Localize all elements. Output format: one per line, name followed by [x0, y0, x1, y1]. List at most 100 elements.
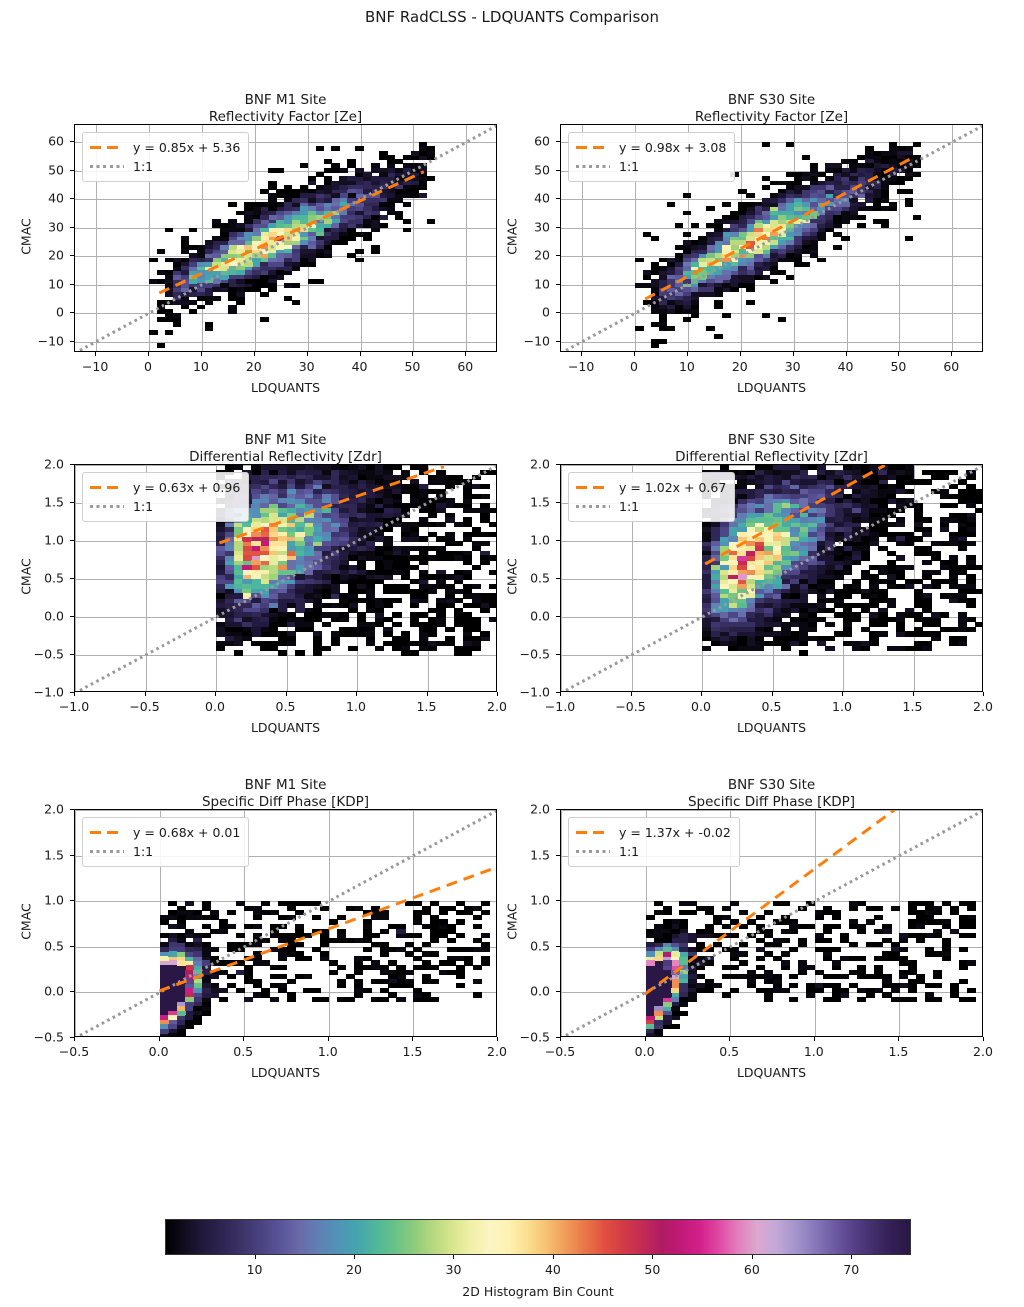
- histogram-bin: [754, 626, 765, 632]
- histogram-bin: [841, 201, 850, 207]
- histogram-bin: [807, 612, 818, 618]
- histogram-bin: [462, 645, 473, 651]
- legend-label-one-to-one: 1:1: [133, 844, 154, 859]
- histogram-bin: [913, 640, 923, 647]
- histogram-bin: [650, 338, 660, 344]
- histogram-bin: [260, 223, 269, 229]
- histogram-bin: [379, 201, 388, 207]
- histogram-bin: [418, 493, 429, 499]
- histogram-bin: [825, 193, 834, 199]
- histogram-bin: [348, 507, 358, 514]
- histogram-bin: [312, 541, 323, 547]
- histogram-bin: [275, 206, 285, 212]
- plot-area[interactable]: y = 0.85x + 5.36 1:1: [74, 124, 497, 352]
- histogram-bin: [453, 503, 464, 509]
- histogram-bin: [224, 545, 235, 552]
- histogram-bin: [267, 287, 277, 293]
- histogram-bin: [295, 479, 305, 485]
- histogram-bin: [772, 588, 782, 594]
- colorbar-tick: [254, 1255, 256, 1259]
- histogram-bin: [913, 588, 923, 594]
- histogram-bin: [355, 248, 364, 254]
- histogram-bin: [874, 955, 884, 962]
- legend[interactable]: y = 0.63x + 0.96 1:1: [82, 472, 250, 522]
- y-tick-label: 50: [48, 162, 64, 178]
- y-tick: [556, 854, 560, 856]
- histogram-bin: [738, 210, 747, 216]
- histogram-bin: [269, 974, 279, 980]
- histogram-bin: [176, 1019, 186, 1025]
- histogram-bin: [931, 550, 941, 556]
- histogram-bin: [857, 223, 866, 229]
- legend[interactable]: y = 0.85x + 5.36 1:1: [82, 132, 250, 182]
- histogram-bin: [471, 645, 481, 651]
- histogram-bin: [193, 996, 203, 1003]
- histogram-bin: [887, 536, 897, 542]
- histogram-bin: [957, 626, 967, 632]
- histogram-bin: [662, 919, 672, 925]
- histogram-bin: [277, 564, 288, 571]
- histogram-bin: [907, 905, 917, 911]
- histogram-bin: [682, 193, 692, 199]
- plot-area[interactable]: y = 0.68x + 0.01 1:1: [74, 809, 497, 1037]
- histogram-bin: [283, 214, 293, 220]
- histogram-bin: [331, 201, 340, 207]
- histogram-bin: [291, 236, 301, 242]
- histogram-bin: [210, 928, 220, 934]
- histogram-bin: [772, 955, 782, 962]
- histogram-bin: [307, 180, 317, 186]
- histogram-bin: [790, 593, 800, 599]
- histogram-bin: [737, 640, 747, 647]
- histogram-bin: [738, 951, 748, 957]
- histogram-bin: [176, 965, 186, 971]
- histogram-bin: [654, 1033, 664, 1036]
- histogram-bin: [286, 536, 296, 542]
- histogram-bin: [365, 545, 376, 552]
- histogram-bin: [383, 479, 393, 485]
- histogram-bin: [383, 640, 393, 647]
- histogram-bin: [357, 617, 367, 623]
- histogram-bin: [304, 588, 314, 594]
- legend[interactable]: y = 1.37x + -0.02 1:1: [568, 817, 740, 867]
- histogram-bin: [331, 219, 340, 224]
- plot-area[interactable]: y = 0.63x + 0.96 1:1: [74, 464, 497, 692]
- histogram-bin: [769, 219, 779, 224]
- histogram-bin: [286, 479, 296, 485]
- histogram-bin: [233, 569, 244, 575]
- histogram-bin: [834, 531, 844, 537]
- histogram-bin: [843, 517, 853, 523]
- histogram-bin: [159, 992, 169, 998]
- y-tick: [70, 945, 74, 947]
- histogram-bin: [286, 951, 296, 957]
- histogram-bin: [383, 555, 393, 561]
- histogram-bin: [299, 206, 309, 212]
- histogram-bin: [277, 555, 288, 561]
- plot-area[interactable]: y = 1.37x + -0.02 1:1: [560, 809, 983, 1037]
- subplot-title-line1: BNF S30 Site: [727, 92, 816, 108]
- histogram-bin: [814, 914, 824, 921]
- histogram-bin: [224, 555, 235, 561]
- histogram-bin: [303, 974, 313, 980]
- histogram-bin: [798, 555, 809, 561]
- histogram-bin: [687, 910, 697, 916]
- histogram-bin: [331, 223, 340, 229]
- histogram-bin: [277, 602, 288, 609]
- gridline-vertical: [96, 125, 98, 351]
- histogram-bin: [966, 555, 976, 561]
- histogram-bin: [746, 631, 756, 637]
- legend[interactable]: y = 0.98x + 3.08 1:1: [568, 132, 736, 182]
- legend[interactable]: y = 1.02x + 0.67 1:1: [568, 472, 736, 522]
- legend[interactable]: y = 0.68x + 0.01 1:1: [82, 817, 250, 867]
- histogram-bin: [728, 607, 738, 613]
- histogram-bin: [801, 231, 811, 237]
- histogram-bin: [204, 261, 214, 267]
- plot-area[interactable]: y = 1.02x + 0.67 1:1: [560, 464, 983, 692]
- histogram-bin: [772, 602, 782, 609]
- histogram-bin: [679, 978, 689, 984]
- histogram-bin: [357, 512, 367, 518]
- histogram-bin: [348, 626, 358, 632]
- plot-area[interactable]: y = 0.98x + 3.08 1:1: [560, 124, 983, 352]
- histogram-bin: [772, 612, 782, 618]
- histogram-bin: [462, 588, 473, 594]
- histogram-bin: [843, 469, 853, 476]
